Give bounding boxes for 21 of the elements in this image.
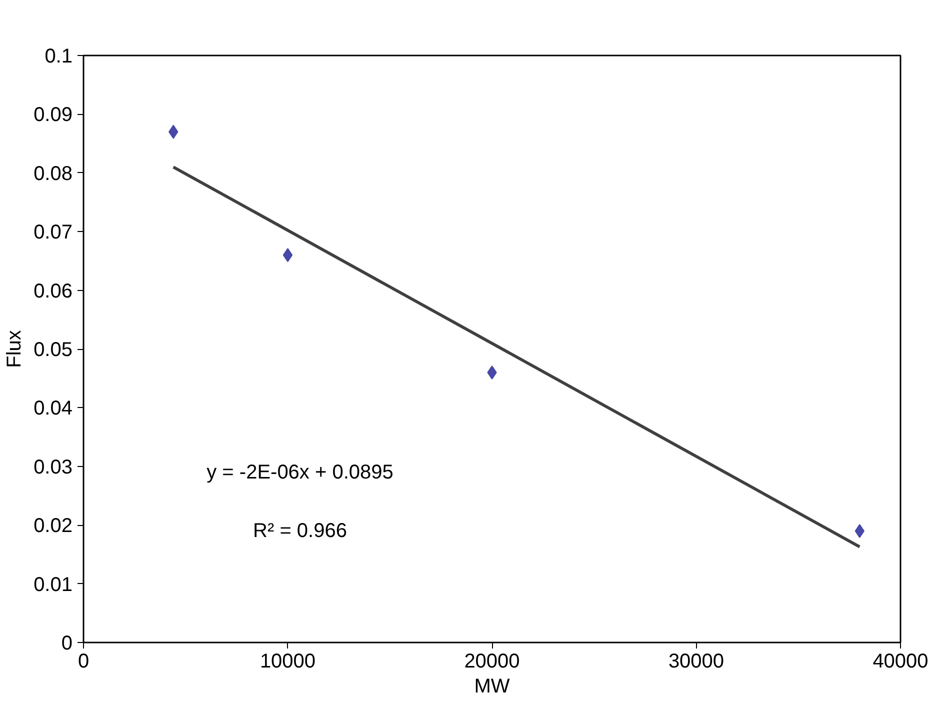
- x-axis-title: MW: [474, 676, 510, 698]
- y-tick-label: 0: [61, 632, 72, 654]
- x-tick-label: 0: [78, 650, 90, 672]
- y-tick-label: 0.07: [34, 222, 73, 244]
- y-tick-label: 0.01: [34, 574, 73, 596]
- y-tick-label: 0.03: [34, 456, 73, 478]
- y-tick-label: 0.04: [34, 398, 73, 420]
- y-tick-label: 0.08: [34, 162, 73, 185]
- x-tick-label: 30000: [668, 650, 724, 672]
- y-tick-label: 0.1: [44, 46, 73, 68]
- x-tick-label: 40000: [872, 650, 928, 672]
- annotation: R² = 0.966: [253, 520, 347, 542]
- y-tick-label: 0.05: [34, 339, 73, 361]
- y-tick-label: 0.02: [34, 515, 73, 538]
- y-tick-label: 0.09: [34, 104, 73, 126]
- point: [282, 248, 293, 262]
- x-tick-label: 10000: [260, 650, 316, 672]
- x-tick-label: 20000: [464, 650, 520, 672]
- y-tick-label: 0.06: [34, 280, 73, 302]
- annotation: y = -2E-06x + 0.0895: [206, 461, 394, 484]
- y-axis-title: Flux: [4, 330, 26, 368]
